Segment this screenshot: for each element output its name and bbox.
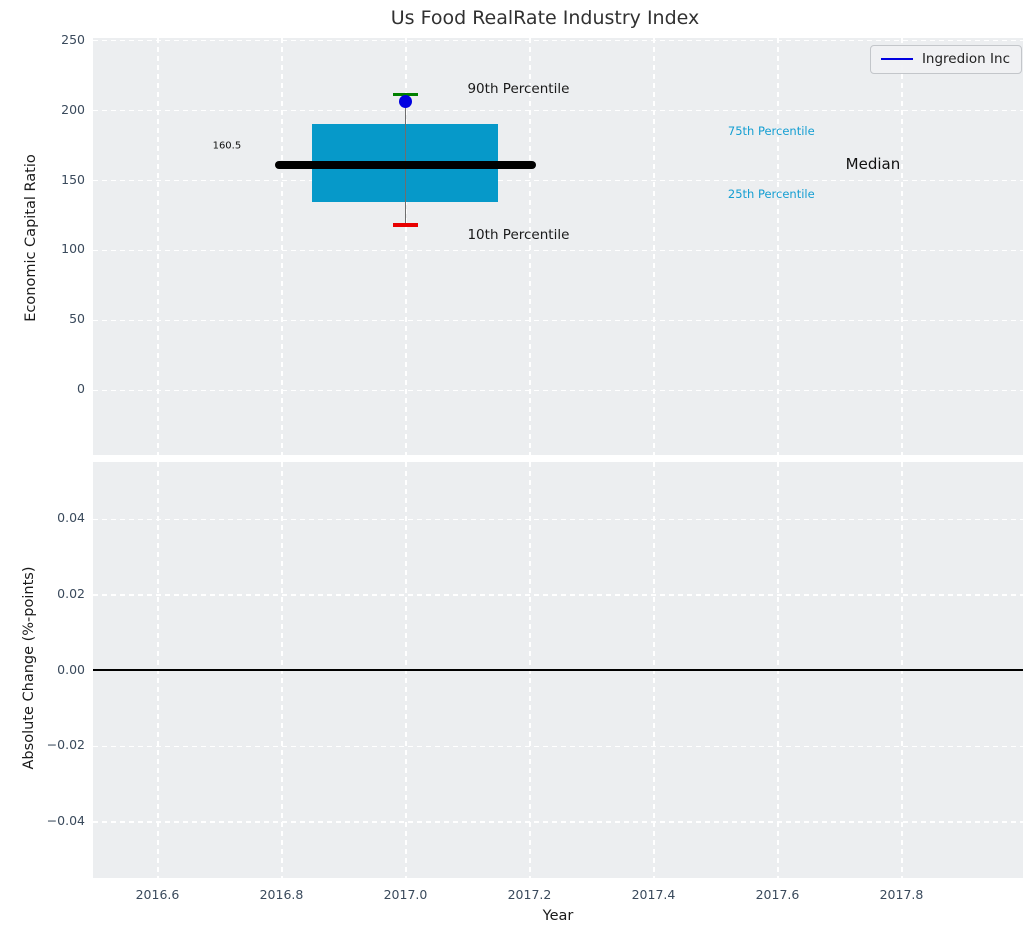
zero-change-line bbox=[93, 669, 1023, 671]
legend: Ingredion Inc bbox=[869, 45, 1022, 74]
annotation-median-label: Median bbox=[845, 154, 901, 173]
10th-percentile-cap bbox=[393, 223, 418, 227]
company-value-marker bbox=[398, 95, 412, 109]
x-axis-label: Year bbox=[542, 908, 574, 924]
y-tick-label: 200 bbox=[61, 101, 85, 117]
x-tick-label: 2017.6 bbox=[755, 887, 800, 902]
y-tick-label: 0.02 bbox=[57, 585, 85, 601]
y-tick-label: 0 bbox=[77, 381, 85, 397]
chart-title: Us Food RealRate Industry Index bbox=[390, 7, 700, 29]
annotation-10th-percentile-label: 10th Percentile bbox=[467, 226, 570, 243]
y-tick-label: −0.04 bbox=[46, 812, 85, 828]
y-tick-label: 0.00 bbox=[57, 661, 85, 677]
whisker-line bbox=[404, 94, 407, 225]
x-tick-label: 2017.2 bbox=[507, 887, 552, 902]
y-tick-label: 150 bbox=[61, 171, 85, 187]
annotation-25th-percentile-label: 25th Percentile bbox=[727, 187, 815, 202]
x-tick-label: 2017.8 bbox=[879, 887, 924, 902]
annotation-90th-percentile-label: 90th Percentile bbox=[467, 81, 570, 98]
y-tick-label: 100 bbox=[61, 241, 85, 257]
median-line bbox=[275, 161, 536, 170]
x-tick-label: 2017.4 bbox=[631, 887, 676, 902]
y-tick-label: 250 bbox=[61, 31, 85, 47]
legend-label: Ingredion Inc bbox=[921, 51, 1010, 67]
y-tick-label: −0.02 bbox=[46, 737, 85, 753]
annotation-median-value-label: 160.5 bbox=[212, 140, 242, 152]
x-tick-label: 2016.6 bbox=[135, 887, 180, 902]
top-plot-area bbox=[93, 38, 1023, 455]
90th-percentile-cap bbox=[393, 92, 418, 97]
x-tick-label: 2016.8 bbox=[259, 887, 304, 902]
annotation-75th-percentile-label: 75th Percentile bbox=[727, 124, 815, 139]
y-tick-label: 0.04 bbox=[57, 510, 85, 526]
x-tick-label: 2017.0 bbox=[383, 887, 428, 902]
legend-line-icon bbox=[880, 57, 913, 61]
y-tick-label: 50 bbox=[69, 311, 85, 327]
